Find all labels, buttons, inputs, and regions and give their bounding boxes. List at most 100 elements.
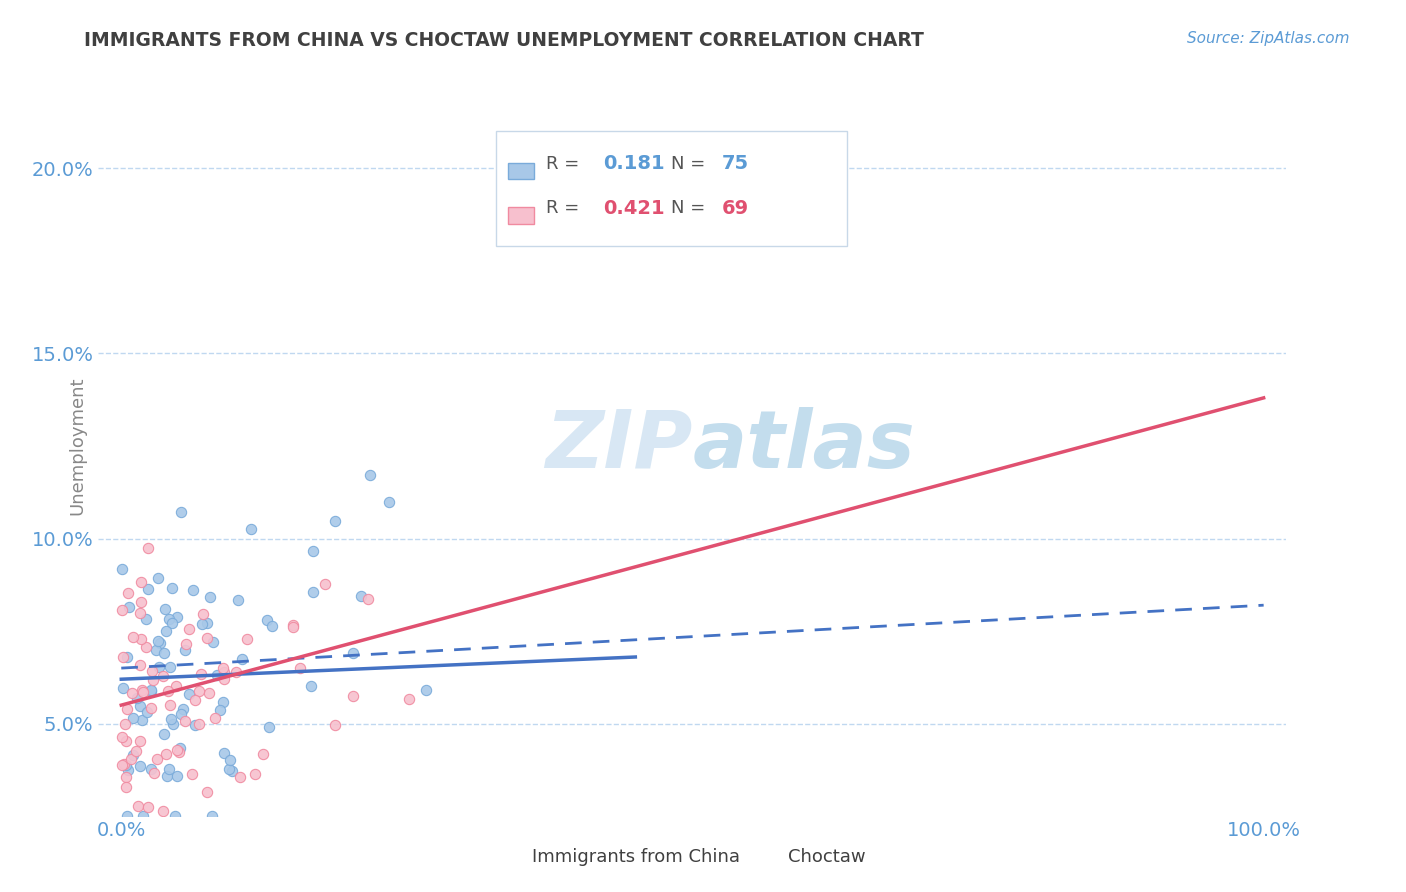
- Text: N =: N =: [671, 199, 711, 218]
- Point: [342, 646, 364, 660]
- FancyBboxPatch shape: [758, 851, 782, 866]
- Point: [157, 611, 180, 625]
- Point: [166, 743, 188, 757]
- Point: [160, 616, 183, 631]
- Point: [121, 748, 143, 763]
- Point: [112, 756, 135, 771]
- Point: [218, 753, 240, 767]
- Point: [179, 687, 201, 701]
- Point: [149, 636, 172, 650]
- Point: [160, 713, 183, 727]
- Point: [195, 632, 218, 646]
- Point: [152, 668, 174, 682]
- Point: [146, 571, 169, 585]
- Point: [243, 766, 266, 780]
- FancyBboxPatch shape: [496, 131, 846, 246]
- Text: Choctaw: Choctaw: [787, 848, 865, 866]
- Point: [167, 745, 190, 759]
- Point: [156, 684, 179, 698]
- Point: [314, 576, 336, 591]
- Point: [136, 800, 159, 814]
- Point: [229, 770, 252, 784]
- Point: [120, 752, 142, 766]
- FancyBboxPatch shape: [509, 163, 534, 179]
- Text: Immigrants from China: Immigrants from China: [531, 848, 740, 866]
- Point: [165, 679, 187, 693]
- Point: [211, 661, 233, 675]
- Point: [283, 620, 305, 634]
- Text: 69: 69: [723, 199, 749, 218]
- Text: IMMIGRANTS FROM CHINA VS CHOCTAW UNEMPLOYMENT CORRELATION CHART: IMMIGRANTS FROM CHINA VS CHOCTAW UNEMPLO…: [84, 31, 924, 50]
- Point: [191, 607, 214, 621]
- Point: [127, 690, 149, 705]
- Point: [129, 632, 152, 646]
- Point: [129, 595, 152, 609]
- Point: [252, 747, 274, 761]
- Point: [183, 718, 205, 732]
- Point: [139, 701, 162, 715]
- Point: [136, 705, 159, 719]
- Point: [201, 809, 224, 823]
- Text: R =: R =: [547, 199, 585, 218]
- Point: [202, 635, 225, 649]
- Point: [115, 702, 138, 716]
- Point: [166, 769, 188, 783]
- Text: Source: ZipAtlas.com: Source: ZipAtlas.com: [1187, 31, 1350, 46]
- Point: [179, 622, 201, 636]
- Point: [262, 618, 284, 632]
- Point: [121, 711, 143, 725]
- Point: [128, 734, 150, 748]
- Point: [172, 702, 194, 716]
- Point: [212, 665, 235, 680]
- Point: [342, 689, 364, 703]
- Point: [135, 640, 157, 654]
- Point: [118, 600, 141, 615]
- Point: [235, 632, 257, 646]
- Text: R =: R =: [547, 155, 585, 173]
- Point: [228, 592, 250, 607]
- Text: N =: N =: [671, 155, 711, 173]
- Point: [181, 582, 204, 597]
- Point: [114, 758, 136, 772]
- Point: [323, 514, 346, 528]
- Point: [159, 659, 181, 673]
- Point: [141, 665, 163, 679]
- Point: [141, 762, 163, 776]
- Point: [115, 650, 138, 665]
- Point: [111, 603, 134, 617]
- Point: [139, 682, 162, 697]
- Text: 0.181: 0.181: [603, 154, 665, 173]
- Point: [225, 665, 247, 679]
- Point: [190, 616, 212, 631]
- Point: [302, 544, 325, 558]
- Point: [159, 762, 181, 776]
- Point: [156, 769, 179, 783]
- Point: [153, 727, 176, 741]
- Point: [146, 752, 169, 766]
- Point: [173, 714, 195, 728]
- Point: [398, 692, 420, 706]
- Point: [117, 809, 139, 823]
- Text: Unemployment: Unemployment: [69, 376, 86, 516]
- Point: [129, 575, 152, 590]
- FancyBboxPatch shape: [509, 207, 534, 224]
- Point: [112, 681, 135, 696]
- Point: [129, 698, 152, 713]
- Point: [221, 764, 243, 778]
- Point: [131, 682, 153, 697]
- Point: [173, 643, 195, 657]
- Point: [256, 613, 278, 627]
- Text: atlas: atlas: [692, 407, 915, 485]
- Point: [148, 660, 170, 674]
- Point: [111, 757, 134, 772]
- Point: [205, 668, 228, 682]
- Point: [174, 637, 197, 651]
- Point: [127, 799, 149, 814]
- Point: [231, 652, 253, 666]
- Point: [117, 763, 139, 777]
- Point: [218, 763, 240, 777]
- Point: [212, 695, 235, 709]
- Point: [166, 610, 188, 624]
- Point: [180, 767, 202, 781]
- Point: [170, 706, 193, 721]
